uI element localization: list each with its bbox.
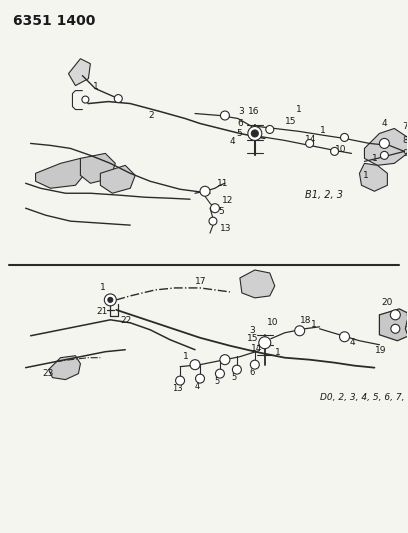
Polygon shape <box>80 154 115 183</box>
Text: 19: 19 <box>375 346 387 355</box>
Text: 7: 7 <box>402 122 408 131</box>
Polygon shape <box>100 165 135 193</box>
Circle shape <box>259 337 271 349</box>
Circle shape <box>339 332 350 342</box>
Circle shape <box>380 151 388 159</box>
Circle shape <box>220 354 230 365</box>
Text: 18: 18 <box>299 316 311 325</box>
Circle shape <box>209 217 217 225</box>
Text: 1: 1 <box>310 320 316 329</box>
Circle shape <box>248 126 262 140</box>
Circle shape <box>220 111 229 120</box>
Polygon shape <box>364 128 408 165</box>
Circle shape <box>190 360 200 370</box>
Polygon shape <box>35 158 85 188</box>
Circle shape <box>266 125 274 133</box>
Text: 1: 1 <box>275 348 281 357</box>
Circle shape <box>251 360 259 369</box>
Text: 6: 6 <box>249 368 255 377</box>
Circle shape <box>195 374 204 383</box>
Text: 3: 3 <box>249 326 255 335</box>
Text: 1: 1 <box>296 105 302 114</box>
Text: 11: 11 <box>217 179 228 188</box>
Text: 15: 15 <box>285 117 296 126</box>
Text: 20: 20 <box>382 298 393 308</box>
Text: 14: 14 <box>305 135 316 144</box>
Circle shape <box>108 297 113 302</box>
Text: D0, 2, 3, 4, 5, 6, 7, 8: D0, 2, 3, 4, 5, 6, 7, 8 <box>319 393 408 402</box>
Text: 4: 4 <box>381 119 387 128</box>
Text: 16: 16 <box>248 107 259 116</box>
Polygon shape <box>379 309 408 341</box>
Circle shape <box>211 204 220 213</box>
Circle shape <box>114 94 122 102</box>
Text: 1: 1 <box>183 352 189 361</box>
Text: 5: 5 <box>214 377 220 386</box>
Text: 6351 1400: 6351 1400 <box>13 14 95 28</box>
Circle shape <box>295 326 305 336</box>
Text: 17: 17 <box>195 278 206 286</box>
Circle shape <box>379 139 389 148</box>
Circle shape <box>391 324 400 333</box>
Text: 1: 1 <box>93 82 99 91</box>
Text: 9: 9 <box>402 149 408 158</box>
Text: 6: 6 <box>237 119 243 128</box>
Text: 2: 2 <box>148 111 154 120</box>
Text: 10: 10 <box>267 318 278 327</box>
Text: 21: 21 <box>96 308 108 317</box>
Circle shape <box>233 365 242 374</box>
Text: 22: 22 <box>120 316 131 325</box>
Polygon shape <box>49 356 80 379</box>
Circle shape <box>306 140 314 148</box>
Polygon shape <box>405 315 408 341</box>
Circle shape <box>341 133 348 141</box>
Text: 1: 1 <box>405 326 408 335</box>
Text: 8: 8 <box>405 310 408 319</box>
Text: 5: 5 <box>231 373 237 382</box>
Text: 14: 14 <box>251 344 262 353</box>
Circle shape <box>390 310 400 320</box>
Text: 1: 1 <box>319 126 325 135</box>
Text: 23: 23 <box>42 369 54 378</box>
Text: 1: 1 <box>100 284 106 293</box>
Text: 5: 5 <box>236 129 242 138</box>
Text: 1: 1 <box>373 154 378 163</box>
Text: 15: 15 <box>247 334 258 343</box>
Text: 5: 5 <box>218 207 224 216</box>
Text: 10: 10 <box>335 145 346 154</box>
Text: B1, 2, 3: B1, 2, 3 <box>305 190 343 200</box>
Circle shape <box>104 294 116 306</box>
Text: 3: 3 <box>238 107 244 116</box>
Text: 4: 4 <box>230 137 235 146</box>
Circle shape <box>215 369 224 378</box>
Polygon shape <box>69 59 91 86</box>
Text: 8: 8 <box>402 136 408 145</box>
Text: 12: 12 <box>222 196 233 205</box>
Text: 13: 13 <box>172 384 182 393</box>
Text: 4: 4 <box>194 382 200 391</box>
Circle shape <box>82 96 89 103</box>
Text: 4: 4 <box>350 338 355 347</box>
Circle shape <box>330 148 339 156</box>
Circle shape <box>251 130 258 137</box>
Polygon shape <box>359 163 387 191</box>
Circle shape <box>175 376 184 385</box>
Circle shape <box>200 186 210 196</box>
Text: 1: 1 <box>362 171 368 180</box>
Polygon shape <box>240 270 275 298</box>
Text: 13: 13 <box>220 224 231 232</box>
